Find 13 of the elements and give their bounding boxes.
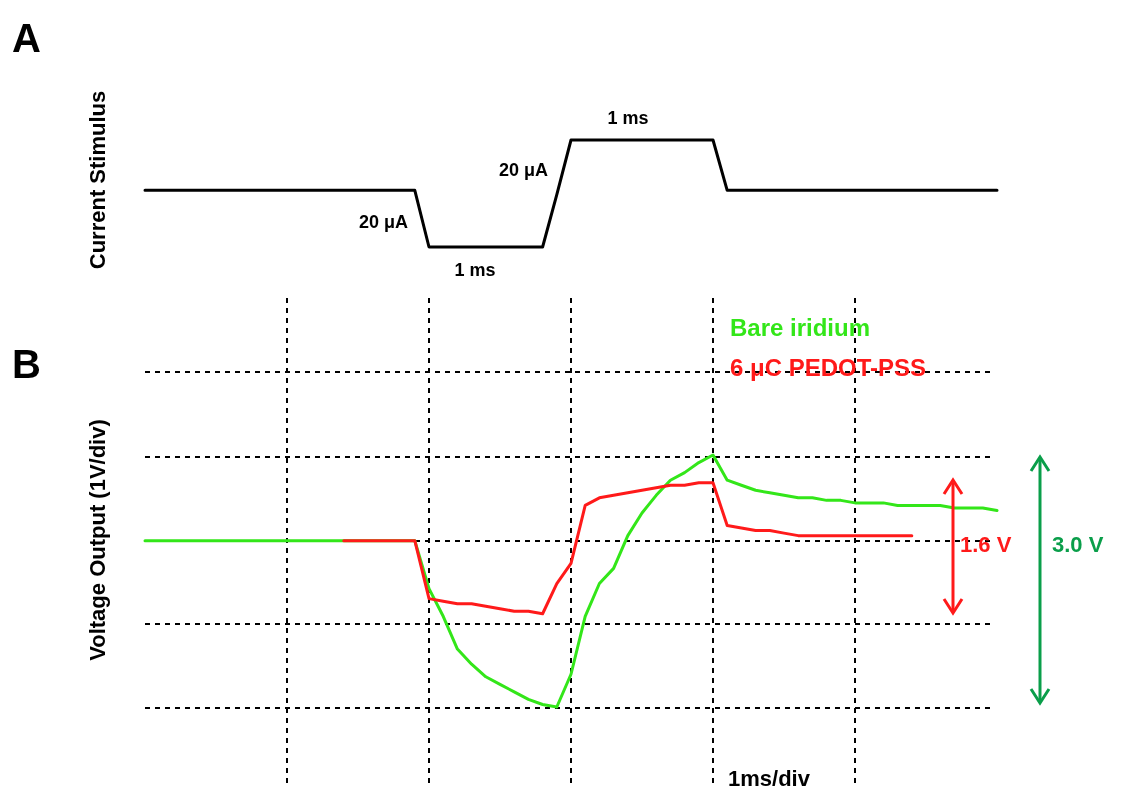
- annotation: 20 μA: [498, 160, 548, 180]
- text: Bare iridium: [730, 314, 871, 341]
- text: 1 ms: [454, 260, 496, 280]
- text: 3.0 V: [1052, 532, 1104, 557]
- chart-title: B: [12, 342, 41, 386]
- chart-title: A: [12, 16, 41, 60]
- text: 1ms/div: [728, 766, 811, 791]
- text: 6 μC PEDOT-PSS: [730, 354, 927, 381]
- text: 1 ms: [607, 108, 649, 128]
- y-axis-title: Current Stimulus: [85, 90, 110, 270]
- annotation: 1.6 V: [960, 532, 1012, 557]
- y-axis-title: Voltage Output (1V/div): [85, 419, 110, 661]
- annotation: 20 μA: [358, 212, 408, 232]
